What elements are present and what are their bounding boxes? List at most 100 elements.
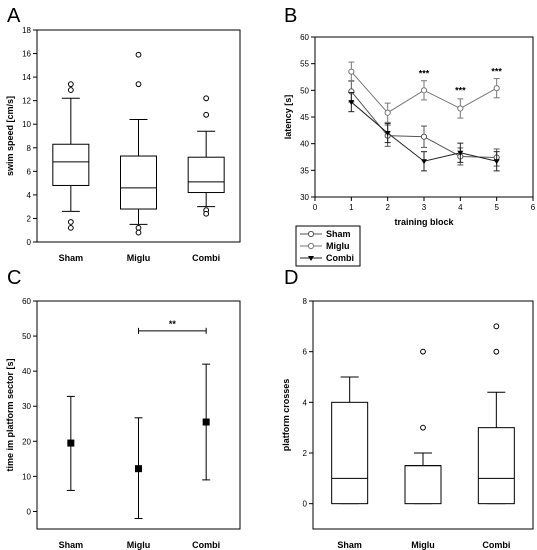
interquartile-box (52, 143, 90, 186)
significance-marker: *** (419, 68, 430, 78)
outlier-point (203, 210, 210, 217)
outlier-point (420, 348, 426, 355)
y-tick-label: 60 (22, 297, 31, 306)
y-tick-label: 8 (27, 144, 32, 153)
outlier-point (67, 81, 74, 88)
legend-marker (307, 230, 315, 238)
x-tick-label: 1 (349, 203, 354, 212)
y-tick-label: 40 (300, 140, 309, 149)
y-tick-label: 30 (22, 402, 31, 411)
point-combi (202, 363, 211, 481)
panel-c: C 0 10 20 30 40 50 60 time im platform sector [… (5, 267, 241, 550)
data-point (384, 131, 391, 136)
data-point (420, 87, 428, 94)
mean-marker (135, 465, 142, 473)
y-axis-label: swim speed [cm/s] (5, 96, 15, 176)
series-combi (348, 91, 500, 172)
y-tick-label: 2 (27, 214, 32, 223)
mean-marker (67, 439, 75, 447)
y-tick-label: 35 (300, 166, 309, 175)
y-tick-label: 6 (27, 167, 32, 176)
outlier-point (203, 111, 210, 118)
category-label-combi: Combi (482, 540, 510, 550)
interquartile-box (120, 155, 157, 210)
data-point (420, 133, 428, 140)
outlier-point (135, 229, 142, 236)
x-tick-label: 6 (531, 203, 536, 212)
legend-label-combi: Combi (326, 253, 354, 263)
interquartile-box (477, 427, 515, 505)
category-label-sham: Sham (59, 253, 84, 263)
y-tick-label: 40 (22, 367, 31, 376)
y-tick-label: 8 (303, 297, 308, 306)
category-label-combi: Combi (192, 540, 220, 550)
y-tick-label: 60 (300, 33, 309, 42)
legend-label-sham: Sham (326, 229, 351, 239)
panel-b-letter: B (284, 5, 297, 27)
data-point (348, 100, 355, 106)
data-point (348, 68, 355, 75)
y-tick-label: 30 (300, 193, 309, 202)
category-label-miglu: Miglu (411, 540, 435, 550)
outlier-point (135, 224, 142, 231)
mean-marker (202, 418, 210, 426)
panel-b-plot-frame (314, 36, 534, 198)
panel-c-plot-frame (36, 300, 241, 530)
y-tick-label: 16 (22, 50, 31, 59)
panel-d-plot-frame (312, 300, 534, 530)
panel-d-letter: D (284, 267, 298, 289)
significance-marker: ** (169, 319, 177, 329)
y-tick-label: 50 (300, 86, 309, 95)
y-tick-label: 2 (303, 449, 308, 458)
panel-c-letter: C (7, 267, 21, 289)
outlier-point (67, 224, 74, 231)
y-tick-label: 18 (22, 26, 31, 35)
data-point (457, 150, 464, 156)
panel-a-plot-frame (36, 29, 241, 243)
outlier-point (203, 95, 210, 102)
x-tick-label: 0 (313, 203, 318, 212)
y-tick-label: 0 (303, 500, 308, 509)
point-miglu (134, 417, 143, 519)
panel-d: D 0 2 4 6 8 platform crosses Sham Miglu Combi (281, 267, 534, 550)
x-tick-label: 3 (422, 203, 427, 212)
outlier-point (493, 348, 500, 355)
box-combi (477, 323, 515, 505)
y-tick-label: 6 (303, 348, 308, 357)
x-axis-label: training block (394, 217, 454, 227)
outlier-point (135, 51, 142, 58)
data-point (384, 109, 391, 116)
y-tick-label: 55 (300, 60, 309, 69)
y-tick-label: 50 (22, 332, 31, 341)
significance-marker: *** (455, 86, 466, 96)
outlier-point (135, 81, 142, 88)
point-sham (66, 395, 75, 491)
legend: Sham Miglu Combi (295, 225, 361, 267)
x-tick-label: 2 (385, 203, 390, 212)
legend-marker (307, 242, 315, 250)
outlier-point (67, 219, 74, 225)
box-combi (187, 95, 225, 217)
panel-a: A 0 2 4 6 8 10 12 14 16 18 swim speed [cm/s] Sham Mi… (5, 5, 241, 263)
y-tick-label: 10 (22, 120, 31, 129)
y-tick-label: 4 (303, 398, 308, 407)
significance-bracket: ** (138, 319, 207, 334)
box-sham (52, 81, 90, 231)
legend-marker (308, 256, 314, 261)
data-point (457, 105, 464, 112)
x-tick-label: 4 (458, 203, 463, 212)
y-tick-label: 0 (27, 507, 32, 516)
box-miglu (404, 348, 442, 505)
y-tick-label: 4 (27, 191, 32, 200)
y-tick-label: 20 (22, 437, 31, 446)
y-tick-label: 45 (300, 113, 309, 122)
data-point (493, 85, 500, 92)
x-tick-label: 5 (494, 203, 499, 212)
data-point (421, 159, 427, 165)
y-tick-label: 12 (22, 97, 31, 106)
outlier-point (420, 424, 426, 431)
data-point (493, 159, 500, 165)
box-miglu (120, 51, 157, 236)
